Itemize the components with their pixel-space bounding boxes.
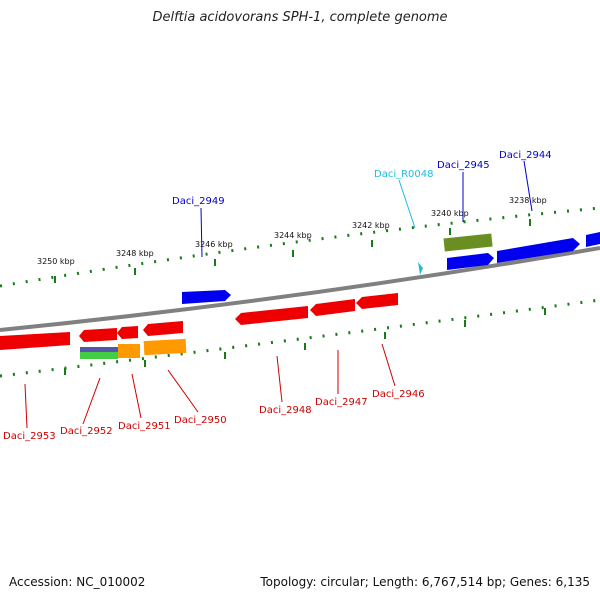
scale-label: 3238 kbp <box>509 196 547 205</box>
gene-label[interactable]: Daci_2952 <box>60 426 113 437</box>
gene-daci-2947[interactable] <box>310 299 355 316</box>
feature-purple[interactable] <box>80 347 118 352</box>
map-title: Delftia acidovorans SPH-1, complete geno… <box>152 10 448 25</box>
gene-daci-2953[interactable] <box>0 332 70 350</box>
gene-label[interactable]: Daci_R0048 <box>374 169 434 180</box>
feature-orange[interactable] <box>143 338 187 356</box>
gene-label[interactable]: Daci_2953 <box>3 431 56 442</box>
scale-label: 3240 kbp <box>431 209 469 218</box>
genome-summary-text: Topology: circular; Length: 6,767,514 bp… <box>260 575 590 589</box>
gene-label[interactable]: Daci_2945 <box>437 160 490 171</box>
gene-daci-r0048[interactable] <box>418 262 423 275</box>
outer-scale-arc <box>0 206 600 288</box>
gene-label[interactable]: Daci_2950 <box>174 415 227 426</box>
inner-scale-arc <box>0 298 600 378</box>
gene-daci-2946[interactable] <box>356 293 398 309</box>
gene-label[interactable]: Daci_2949 <box>172 196 225 207</box>
gene-daci-2951[interactable] <box>117 326 138 339</box>
scale-label: 3248 kbp <box>116 249 154 258</box>
gene-daci-2950[interactable] <box>143 321 183 336</box>
gene-label[interactable]: Daci_2947 <box>315 397 368 408</box>
scale-label: 3246 kbp <box>195 240 233 249</box>
gene-daci-2944[interactable] <box>497 238 580 263</box>
gene-label[interactable]: Daci_2946 <box>372 389 425 400</box>
gene-daci-2948[interactable] <box>235 306 308 325</box>
gene-label[interactable]: Daci_2948 <box>259 405 312 416</box>
scale-label: 3244 kbp <box>274 231 312 240</box>
scale-label: 3242 kbp <box>352 221 390 230</box>
accession-text: Accession: NC_010002 <box>9 575 146 589</box>
feature-olive[interactable] <box>443 233 493 252</box>
gene-daci-2945[interactable] <box>447 253 494 270</box>
feature-green[interactable] <box>80 352 118 359</box>
genome-backbone <box>0 246 600 332</box>
gene-daci-2952[interactable] <box>79 328 117 342</box>
feature-orange[interactable] <box>118 344 140 358</box>
scale-label: 3250 kbp <box>37 257 75 266</box>
gene-daci-2949[interactable] <box>182 290 231 304</box>
gene-label[interactable]: Daci_2951 <box>118 421 171 432</box>
outer-major-ticks <box>54 219 531 283</box>
gene-label[interactable]: Daci_2944 <box>499 150 552 161</box>
gene-next-forward[interactable] <box>586 232 600 247</box>
inner-major-ticks <box>64 308 546 375</box>
